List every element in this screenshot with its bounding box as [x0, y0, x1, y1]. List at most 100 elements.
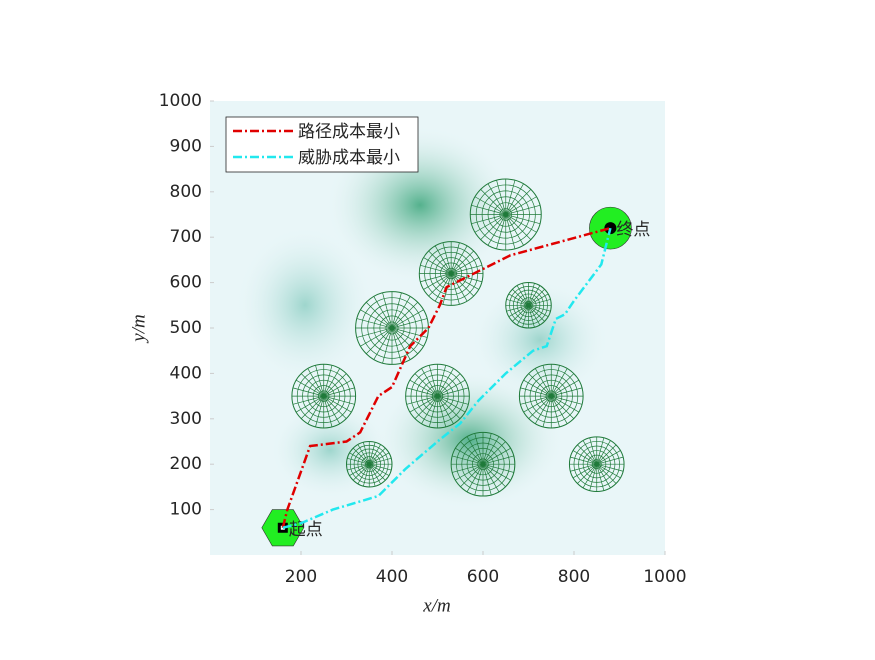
mesh-spoke — [482, 441, 506, 465]
mesh-spoke — [577, 444, 597, 465]
mesh-spoke — [505, 189, 532, 215]
mesh-spoke — [434, 245, 452, 274]
mesh-spoke — [596, 464, 611, 489]
x-tick-label: 600 — [467, 567, 499, 587]
mesh-spoke — [528, 305, 545, 322]
obstacle-mesh — [346, 441, 392, 487]
mesh-spoke — [356, 327, 393, 338]
mesh-spoke — [487, 214, 507, 246]
mesh-spoke — [391, 327, 402, 364]
threat-field — [235, 125, 610, 510]
mesh-spoke — [391, 296, 411, 329]
mesh-spoke — [437, 395, 469, 405]
y-axis-label: y/m — [128, 314, 149, 343]
obstacle — [450, 431, 516, 497]
mesh-spoke — [596, 450, 621, 465]
mesh-spoke — [450, 250, 474, 274]
mesh-spoke — [523, 395, 552, 413]
mesh-spoke — [596, 463, 621, 479]
y-tick-label: 300 — [170, 409, 202, 429]
mesh-spoke — [368, 464, 381, 485]
mesh-spoke — [452, 455, 484, 465]
mesh-spoke — [295, 379, 324, 397]
y-tick-label: 900 — [170, 136, 202, 156]
mesh-spoke — [323, 395, 355, 405]
mesh-spoke — [482, 455, 514, 465]
mesh-spoke — [528, 304, 549, 317]
mesh-spoke — [323, 379, 352, 397]
obstacle-center — [594, 461, 600, 467]
mesh-spoke — [505, 183, 524, 215]
mesh-spoke — [506, 299, 529, 306]
x-tick-label: 1000 — [643, 567, 686, 587]
mesh-spoke — [482, 463, 514, 473]
mesh-spoke — [480, 214, 506, 240]
mesh-spoke — [414, 395, 438, 419]
mesh-spoke — [451, 264, 483, 274]
obstacle — [355, 291, 429, 365]
mesh-spoke — [570, 463, 597, 472]
mesh-spoke — [423, 257, 452, 274]
obstacle-mesh — [291, 364, 356, 428]
obstacle-mesh — [405, 364, 470, 428]
mesh-spoke — [357, 444, 370, 465]
mesh-spoke — [596, 464, 605, 491]
mesh-spoke — [596, 437, 605, 465]
mesh-spoke — [480, 189, 506, 215]
mesh-spoke — [551, 395, 580, 413]
mesh-spoke — [512, 288, 529, 306]
x-tick-label: 400 — [376, 567, 408, 587]
mesh-spoke — [496, 214, 507, 249]
mesh-spoke — [516, 305, 529, 326]
mesh-spoke — [382, 292, 393, 329]
mesh-spoke — [482, 436, 500, 465]
obstacle — [518, 363, 584, 429]
mesh-spoke — [466, 436, 484, 465]
mesh-spoke — [315, 365, 325, 397]
mesh-spoke — [589, 437, 598, 465]
mesh-spoke — [323, 365, 333, 397]
mesh-spoke — [307, 395, 325, 424]
mesh-spoke — [292, 387, 324, 397]
y-tick-label: 500 — [170, 318, 202, 338]
mesh-spoke — [356, 318, 393, 329]
mesh-spoke — [452, 463, 484, 473]
mesh-spoke — [352, 463, 370, 481]
x-axis-label: x/m — [422, 595, 450, 616]
mesh-spoke — [550, 368, 568, 397]
obstacle-center — [548, 393, 554, 399]
mesh-spoke — [323, 395, 347, 419]
obstacle — [405, 363, 470, 429]
mesh-spoke — [323, 373, 347, 397]
mesh-spoke — [442, 242, 452, 274]
mesh-spoke — [307, 368, 325, 397]
mesh-spoke — [368, 444, 381, 465]
mesh-spoke — [471, 214, 506, 225]
mesh-spoke — [528, 288, 545, 306]
mesh-spoke — [474, 196, 506, 215]
mesh-spoke — [474, 464, 484, 496]
mesh-spoke — [482, 464, 492, 496]
x-tick-label: 800 — [558, 567, 590, 587]
mesh-spoke — [505, 180, 516, 215]
mesh-spoke — [437, 379, 466, 397]
mesh-spoke — [542, 396, 552, 427]
obstacle-mesh — [470, 179, 542, 250]
mesh-spoke — [455, 463, 484, 481]
mesh-spoke — [421, 368, 438, 397]
obstacle-center — [526, 302, 531, 308]
y-tick-label: 700 — [170, 227, 202, 247]
x-tick-label: 200 — [285, 567, 317, 587]
mesh-spoke — [550, 396, 560, 427]
mesh-spoke — [360, 309, 393, 329]
mesh-spoke — [369, 457, 392, 465]
mesh-spoke — [551, 387, 583, 397]
mesh-spoke — [474, 214, 506, 233]
mesh-spoke — [570, 456, 597, 465]
mesh-spoke — [391, 327, 418, 354]
mesh-spoke — [535, 395, 552, 424]
mesh-spoke — [528, 285, 541, 306]
mesh-spoke — [421, 395, 438, 424]
mesh-spoke — [295, 395, 324, 413]
